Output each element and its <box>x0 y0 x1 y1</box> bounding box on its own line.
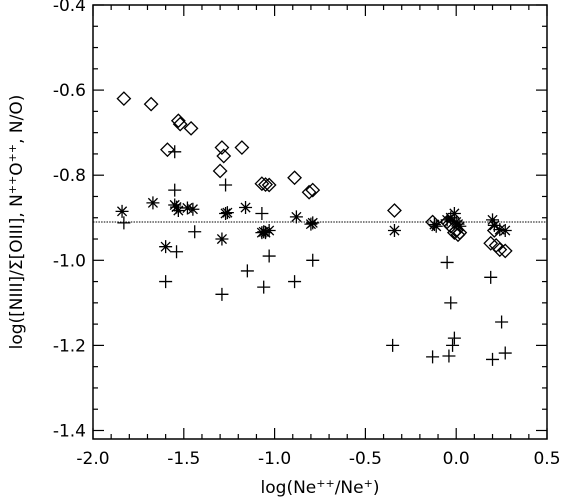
diamond-point <box>288 171 301 184</box>
x-tick-label: -0.5 <box>349 449 382 469</box>
diamond-point <box>490 239 503 252</box>
diamond-point <box>214 164 227 177</box>
axis-tick-labels: -2.0 -1.5 -1.0 -0.5 0.0 0.5 -1.4 -1.2 -1.0 -0.8 -0… <box>53 0 561 469</box>
asterisk-point <box>116 205 129 218</box>
plus-point <box>448 332 461 345</box>
diamond-point <box>388 204 401 217</box>
asterisk-point <box>453 220 466 233</box>
x-tick-label: -1.5 <box>167 449 200 469</box>
plus-point <box>306 254 319 267</box>
plus-point <box>257 281 270 294</box>
diamond-point <box>161 143 174 156</box>
asterisk-point <box>388 224 401 237</box>
asterisk-point <box>186 203 199 216</box>
asterisk-point <box>215 233 228 246</box>
x-axis-title: log(Ne++/Ne+) <box>261 477 380 499</box>
plus-point <box>484 271 497 284</box>
diamond-point <box>117 92 130 105</box>
y-tick-label: -1.2 <box>53 336 86 356</box>
asterisk-point <box>239 201 252 214</box>
asterisk-point <box>259 226 272 239</box>
asterisk-point <box>219 207 232 220</box>
plus-point <box>441 256 454 269</box>
plus-point <box>288 275 301 288</box>
plus-point <box>263 250 276 263</box>
y-tick-label: -0.6 <box>53 81 86 101</box>
plus-point <box>426 350 439 363</box>
plus-point <box>159 275 172 288</box>
plus-point <box>499 347 512 360</box>
plus-point <box>168 145 181 158</box>
asterisk-point <box>221 206 234 219</box>
asterisk-point <box>448 207 461 220</box>
plus-point <box>446 339 459 352</box>
plus-point <box>219 178 232 191</box>
asterisk-point <box>263 224 276 237</box>
y-tick-label: -1.0 <box>53 251 86 271</box>
asterisk-point <box>430 220 443 233</box>
plus-point <box>486 353 499 366</box>
plus-point <box>444 296 457 309</box>
x-tick-label: 0.0 <box>443 449 470 469</box>
diamond-point <box>145 98 158 111</box>
x-tick-label: 0.5 <box>533 449 560 469</box>
asterisk-point <box>172 204 185 217</box>
plus-point <box>188 225 201 238</box>
y-tick-label: -0.8 <box>53 166 86 186</box>
plus-point <box>241 264 254 277</box>
x-tick-label: -2.0 <box>76 449 109 469</box>
y-tick-label: -0.4 <box>53 0 86 16</box>
diamond-point <box>235 141 248 154</box>
asterisk-point <box>290 210 303 223</box>
plus-point <box>255 207 268 220</box>
data-points <box>116 92 512 366</box>
asterisk-point <box>306 216 319 229</box>
y-tick-label: -1.4 <box>53 421 86 441</box>
plus-point <box>168 184 181 197</box>
plus-point <box>215 288 228 301</box>
plus-point <box>442 350 455 363</box>
asterisk-point <box>146 196 159 209</box>
plus-point <box>117 216 130 229</box>
y-axis-title: log([NIII]/Σ[OIII], N++O++, N/O) <box>6 95 28 350</box>
x-tick-label: -1.0 <box>258 449 291 469</box>
plus-point <box>386 339 399 352</box>
plus-point <box>495 315 508 328</box>
asterisk-point <box>499 224 512 237</box>
